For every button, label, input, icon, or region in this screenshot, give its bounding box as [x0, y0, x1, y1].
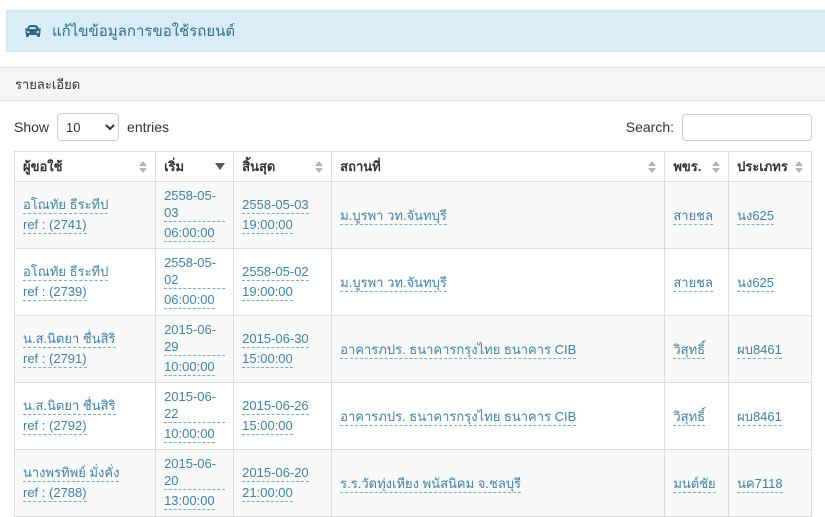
section-label: รายละเอียด [15, 76, 81, 92]
ref-link[interactable]: ref : (2739) [23, 284, 87, 301]
driver-link[interactable]: มนต์ชัย [673, 475, 716, 493]
header-row: ผู้ขอใช้ เริ่ม สิ้นสุด สถานที่ พขร. [13, 151, 812, 182]
sort-icon [139, 160, 148, 173]
car-icon [23, 23, 43, 39]
column-label: เริ่ม [164, 159, 185, 174]
end-time-link[interactable]: 19:00:00 [242, 284, 293, 301]
sort-icon [712, 160, 721, 173]
end-time-link[interactable]: 15:00:00 [242, 351, 293, 368]
column-label: สถานที่ [340, 159, 381, 174]
start-date-link[interactable]: 2558-05-02 [164, 254, 226, 289]
column-label: สิ้นสุด [242, 159, 276, 174]
column-label: พขร. [673, 159, 702, 174]
vehicle-link[interactable]: นง625 [737, 207, 775, 225]
start-time-link[interactable]: 06:00:00 [164, 225, 215, 242]
start-time-link[interactable]: 10:00:00 [164, 359, 215, 376]
end-time-link[interactable]: 19:00:00 [242, 217, 293, 234]
location-link[interactable]: ม.บูรพา วท.จันทบุรี [340, 207, 447, 225]
start-time-link[interactable]: 13:00:00 [164, 493, 215, 510]
sort-icon [648, 160, 657, 173]
vehicle-link[interactable]: ผบ8461 [737, 341, 782, 359]
table-row: อโณทัย ธีระทีป ref : (2739) 2558-05-02 0… [13, 248, 812, 316]
sort-icon [315, 160, 324, 173]
show-label: Show [14, 119, 50, 135]
column-label: ประเภทร [737, 159, 788, 174]
table-row: น.ส.นิตยา ชื่นสิริ ref : (2792) 2015-06-… [13, 382, 812, 450]
entries-label: entries [127, 119, 170, 135]
page-size-select[interactable]: 10 [57, 113, 120, 141]
sort-desc-icon [215, 163, 226, 170]
driver-link[interactable]: สายชล [673, 207, 713, 225]
end-date-link[interactable]: 2015-06-30 [242, 331, 309, 348]
column-header-vehicle-type[interactable]: ประเภทร [728, 151, 812, 182]
start-date-link[interactable]: 2558-05-03 [164, 187, 226, 222]
column-header-start[interactable]: เริ่ม [155, 151, 235, 182]
column-header-location[interactable]: สถานที่ [331, 151, 666, 182]
column-header-driver[interactable]: พขร. [664, 151, 730, 182]
vehicle-link[interactable]: นง625 [737, 274, 775, 292]
requester-link[interactable]: น.ส.นิตยา ชื่นสิริ [23, 331, 116, 348]
table-row: น.ส.นิตยา ชื่นสิริ ref : (2791) 2015-06-… [13, 315, 812, 383]
vehicle-link[interactable]: นค7118 [737, 475, 783, 493]
section-bar: รายละเอียด [0, 67, 825, 101]
end-time-link[interactable]: 15:00:00 [242, 418, 293, 435]
location-link[interactable]: อาคารภปร. ธนาคารกรุงไทย ธนาคาร CIB [340, 341, 577, 359]
page-header: แก้ไขข้อมูลการขอใช้รถยนต์ [6, 10, 825, 52]
requests-table: ผู้ขอใช้ เริ่ม สิ้นสุด สถานที่ พขร. [13, 151, 812, 517]
column-header-requester[interactable]: ผู้ขอใช้ [13, 151, 157, 182]
end-time-link[interactable]: 21:00:00 [242, 485, 293, 502]
start-time-link[interactable]: 10:00:00 [164, 426, 215, 443]
column-label: ผู้ขอใช้ [23, 159, 63, 174]
start-date-link[interactable]: 2015-06-20 [164, 455, 226, 490]
ref-link[interactable]: ref : (2792) [23, 418, 87, 435]
column-header-end[interactable]: สิ้นสุด [233, 151, 333, 182]
start-date-link[interactable]: 2015-06-29 [164, 321, 226, 356]
location-link[interactable]: ม.บูรพา วท.จันทบุรี [340, 274, 447, 292]
requester-link[interactable]: อโณทัย ธีระทีป [23, 197, 109, 214]
requester-link[interactable]: น.ส.นิตยา ชื่นสิริ [23, 398, 116, 415]
location-link[interactable]: อาคารภปร. ธนาคารกรุงไทย ธนาคาร CIB [340, 408, 577, 426]
end-date-link[interactable]: 2015-06-20 [242, 465, 309, 482]
requester-link[interactable]: นางพรทิพย์ มั่งคั่ง [23, 465, 120, 482]
location-link[interactable]: ร.ร.วัดทุ่งเหียง พนัสนิคม จ.ชลบุรี [340, 475, 522, 493]
table-panel: Show 10 entries Search: ผู้ขอใช้ เริ่ม [13, 101, 812, 517]
start-date-link[interactable]: 2015-06-22 [164, 388, 226, 423]
start-time-link[interactable]: 06:00:00 [164, 292, 215, 309]
search-input[interactable] [682, 113, 812, 141]
ref-link[interactable]: ref : (2788) [23, 485, 87, 502]
vehicle-link[interactable]: ผบ8461 [737, 408, 782, 426]
search-label: Search: [625, 119, 674, 135]
table-row: อโณทัย ธีระทีป ref : (2741) 2558-05-03 0… [13, 181, 812, 249]
sort-icon [795, 160, 803, 173]
table-row: นางพรทิพย์ มั่งคั่ง ref : (2788) 2015-06… [13, 449, 812, 517]
driver-link[interactable]: วิสุทธิ์ [673, 408, 706, 426]
ref-link[interactable]: ref : (2791) [23, 351, 87, 368]
end-date-link[interactable]: 2558-05-02 [242, 264, 309, 281]
driver-link[interactable]: สายชล [673, 274, 713, 292]
page-size-control: Show 10 entries [14, 113, 169, 141]
page-title: แก้ไขข้อมูลการขอใช้รถยนต์ [52, 23, 236, 40]
driver-link[interactable]: วิสุทธิ์ [673, 341, 706, 359]
end-date-link[interactable]: 2015-06-26 [242, 398, 309, 415]
table-controls: Show 10 entries Search: [14, 113, 812, 141]
end-date-link[interactable]: 2558-05-03 [242, 197, 309, 214]
ref-link[interactable]: ref : (2741) [23, 217, 87, 234]
search-control: Search: [625, 113, 812, 141]
requester-link[interactable]: อโณทัย ธีระทีป [23, 264, 109, 281]
